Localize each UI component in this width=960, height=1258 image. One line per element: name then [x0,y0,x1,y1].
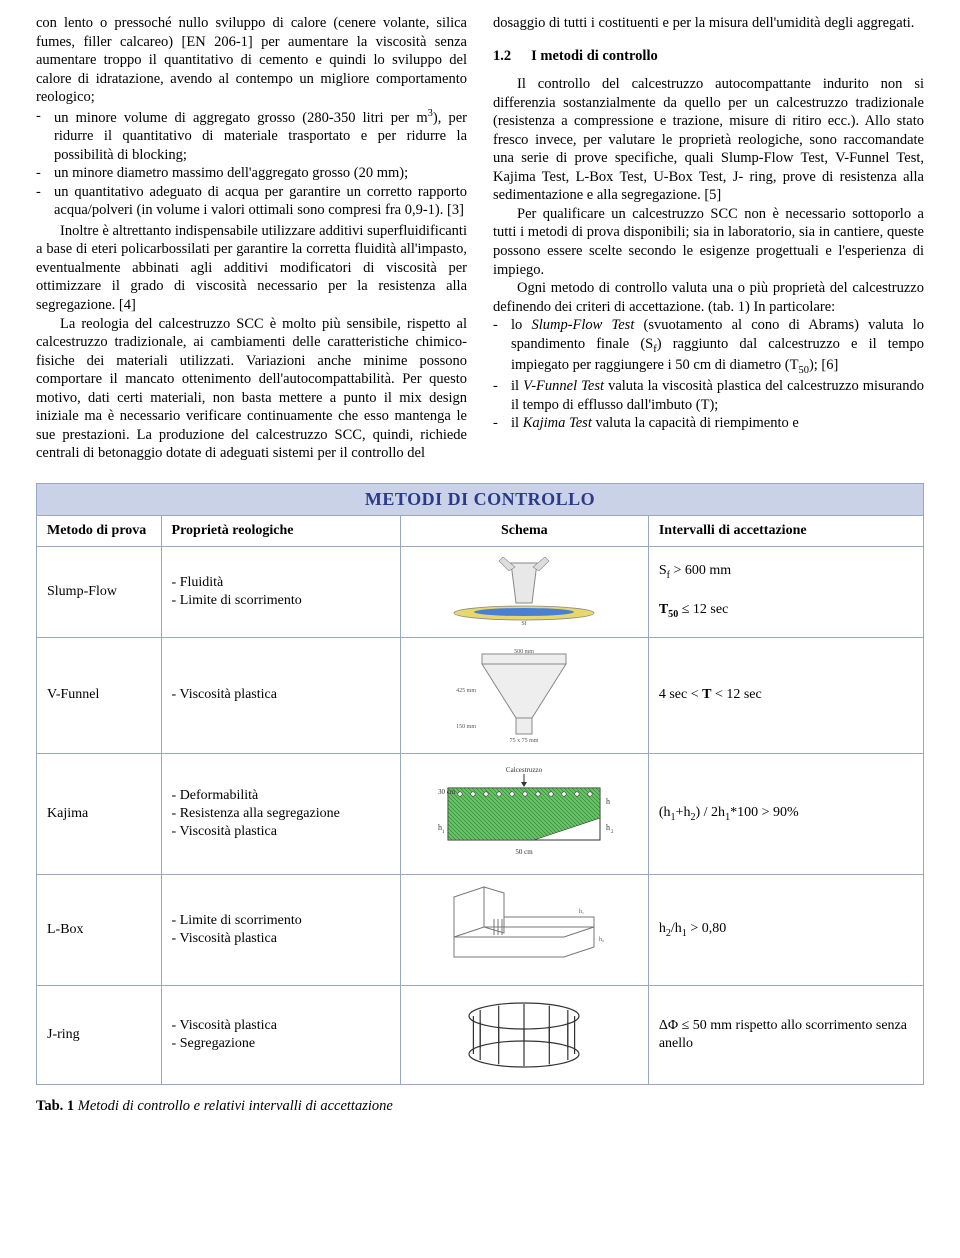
th-accept: Intervalli di accettazione [648,516,923,546]
svg-text:h₂: h₂ [599,937,604,943]
svg-text:h₁: h₁ [579,909,584,915]
svg-text:150 mm: 150 mm [456,724,476,730]
para-right-1: Il controllo del calcestruzzo autocompat… [493,75,924,205]
heading-text: I metodi di controllo [531,47,658,66]
heading-number: 1.2 [493,47,511,66]
para-right-2: Per qualificare un calcestruzzo SCC non … [493,205,924,279]
table-title: METODI DI CONTROLLO [37,484,923,516]
left-column: con lento o pressoché nullo sviluppo di … [36,14,467,463]
r-bullet-1: lo Slump-Flow Test (svuotamento al cono … [493,316,924,377]
th-method: Metodo di prova [37,516,161,546]
cell-props: - Viscosità plastica [161,637,400,753]
svg-text:1: 1 [442,830,445,835]
cell-schema: Calcestruzzo 30 cm h1 h h2 50 cm [400,753,648,874]
cell-accept: ΔΦ ≤ 50 mm rispetto allo scorrimento sen… [648,985,923,1084]
cell-accept: 4 sec < T < 12 sec [648,637,923,753]
svg-text:500 mm: 500 mm [514,649,534,655]
para-left-intro: con lento o pressoché nullo sviluppo di … [36,14,467,107]
table-caption: Tab. 1 Metodi di controllo e relativi in… [36,1097,924,1116]
bullet-list-left: un minore volume di aggregato grosso (28… [36,107,467,220]
cell-method: Kajima [37,753,161,874]
section-heading: 1.2 I metodi di controllo [493,47,924,66]
para-right-3: Ogni metodo di controllo valuta una o pi… [493,279,924,316]
svg-text:h: h [606,823,610,832]
v-funnel-icon: 500 mm 425 mm 150 mm 75 x 75 mm [454,648,594,743]
j-ring-icon [449,996,599,1074]
caption-label: Tab. 1 [36,1098,74,1114]
cell-accept: (h1+h2) / 2h1*100 > 90% [648,753,923,874]
table-row: Slump-Flow- Fluidità- Limite di scorrime… [37,546,923,637]
para-left-2: Inoltre è altrettanto indispensabile uti… [36,222,467,315]
cell-method: Slump-Flow [37,546,161,637]
svg-text:50 cm: 50 cm [516,848,534,856]
cell-props: - Fluidità- Limite di scorrimento [161,546,400,637]
svg-text:30 cm: 30 cm [438,788,456,796]
table-row: J-ring- Viscosità plastica- Segregazione… [37,985,923,1084]
bullet-3: un quantitativo adeguato di acqua per ga… [36,183,467,220]
th-props: Proprietà reologiche [161,516,400,546]
r-bullet-2: il V-Funnel Test valuta la viscosità pla… [493,377,924,414]
svg-text:2: 2 [611,830,614,835]
para-left-3: La reologia del calcestruzzo SCC è molto… [36,315,467,463]
table-row: L-Box- Limite di scorrimento- Viscosità … [37,874,923,985]
para-right-0: dosaggio di tutti i costituenti e per la… [493,14,924,33]
cell-props: - Viscosità plastica- Segregazione [161,985,400,1084]
cell-accept: Sf > 600 mmT50 ≤ 12 sec [648,546,923,637]
th-schema: Schema [400,516,648,546]
cell-method: V-Funnel [37,637,161,753]
cell-accept: h2/h1 > 0,80 [648,874,923,985]
cell-schema: h₁ h₂ [400,874,648,985]
caption-text: Metodi di controllo e relativi intervall… [74,1098,393,1114]
right-column: dosaggio di tutti i costituenti e per la… [493,14,924,463]
svg-text:h: h [606,797,610,806]
svg-text:Calcestruzzo: Calcestruzzo [506,766,543,774]
r-bullet-3: il Kajima Test valuta la capacità di rie… [493,414,924,433]
cell-props: - Deformabilità- Resistenza alla segrega… [161,753,400,874]
svg-text:75 x 75 mm: 75 x 75 mm [510,738,539,743]
bullet-1: un minore volume di aggregato grosso (28… [36,107,467,164]
table-row: Kajima- Deformabilità- Resistenza alla s… [37,753,923,874]
l-box-icon: h₁ h₂ [434,885,614,975]
kajima-icon: Calcestruzzo 30 cm h1 h h2 50 cm [424,764,624,864]
bullet-2: un minore diametro massimo dell'aggregat… [36,164,467,183]
svg-text:Sf: Sf [522,620,527,627]
table-body: Metodo di prova Proprietà reologiche Sch… [37,516,923,1084]
cell-schema [400,985,648,1084]
svg-text:425 mm: 425 mm [456,688,476,694]
cell-method: J-ring [37,985,161,1084]
cell-props: - Limite di scorrimento- Viscosità plast… [161,874,400,985]
cell-schema: 500 mm 425 mm 150 mm 75 x 75 mm [400,637,648,753]
body-columns: con lento o pressoché nullo sviluppo di … [36,14,924,463]
cell-schema: Sf [400,546,648,637]
slump-flow-icon: Sf [439,557,609,627]
cell-method: L-Box [37,874,161,985]
table-header-row: Metodo di prova Proprietà reologiche Sch… [37,516,923,546]
bullet-list-right: lo Slump-Flow Test (svuotamento al cono … [493,316,924,433]
methods-table: METODI DI CONTROLLO Metodo di prova Prop… [36,483,924,1085]
table-row: V-Funnel- Viscosità plastica 500 mm 425 … [37,637,923,753]
